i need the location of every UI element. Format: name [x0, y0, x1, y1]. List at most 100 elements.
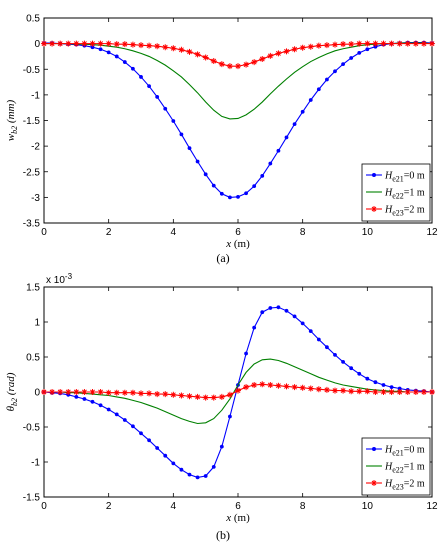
data-point	[41, 389, 47, 395]
y-tick-label: 0.5	[26, 14, 40, 25]
data-point	[155, 95, 160, 99]
legend-marker	[371, 480, 377, 486]
data-point	[74, 395, 79, 399]
data-point	[316, 87, 321, 92]
data-point	[105, 40, 112, 47]
data-point	[228, 414, 232, 419]
data-point	[211, 465, 216, 469]
data-point	[316, 337, 321, 342]
data-point	[121, 41, 128, 48]
data-point	[170, 45, 177, 52]
data-point	[349, 56, 354, 60]
legend-entry-label: He23=2 m	[384, 479, 425, 492]
data-point	[81, 389, 88, 395]
data-point	[404, 40, 411, 47]
data-point	[243, 61, 250, 68]
data-point	[348, 41, 355, 48]
data-point	[388, 40, 395, 47]
data-point	[179, 132, 184, 137]
data-point	[357, 50, 362, 55]
data-point	[283, 383, 290, 390]
data-point	[252, 184, 257, 189]
data-point	[163, 106, 168, 111]
data-point	[283, 48, 290, 55]
data-point	[106, 407, 111, 412]
data-point	[349, 366, 354, 371]
data-point	[194, 51, 201, 58]
data-point	[292, 314, 297, 319]
data-point	[129, 41, 136, 48]
y-tick-label: 1	[34, 318, 40, 329]
data-point	[163, 453, 168, 458]
data-point	[308, 329, 313, 333]
x-tick-label: 0	[41, 501, 47, 512]
data-point	[251, 382, 258, 388]
data-point	[113, 41, 120, 48]
y-axis-label: wb2 (mm)	[5, 100, 19, 142]
data-point	[202, 54, 209, 61]
data-point	[357, 371, 362, 376]
data-point	[105, 389, 112, 396]
data-point	[194, 393, 201, 400]
x-tick-label: 0	[41, 227, 47, 238]
data-point	[284, 135, 289, 140]
data-point	[178, 392, 185, 399]
data-point	[203, 172, 208, 177]
data-point	[300, 109, 305, 114]
data-point	[147, 438, 151, 443]
data-point	[323, 42, 330, 49]
data-point	[170, 391, 177, 398]
data-point	[139, 75, 143, 79]
data-point	[81, 40, 88, 47]
data-point	[291, 384, 298, 391]
data-point	[267, 52, 274, 59]
x-tick-label: 4	[171, 501, 177, 512]
legend-marker	[372, 173, 376, 177]
data-point	[341, 62, 345, 67]
data-point	[315, 386, 322, 393]
data-point	[275, 50, 282, 57]
data-point	[49, 40, 56, 47]
data-point	[210, 58, 217, 65]
data-point	[373, 44, 378, 49]
data-point	[275, 382, 282, 389]
data-point	[372, 389, 379, 395]
data-point	[333, 353, 337, 357]
data-point	[364, 388, 371, 395]
data-point	[284, 308, 289, 313]
data-point	[171, 119, 176, 123]
data-point	[380, 40, 387, 47]
data-point	[218, 393, 225, 400]
data-point	[219, 444, 224, 449]
data-point	[57, 40, 64, 47]
data-point	[389, 385, 394, 389]
x-tick-label: 12	[426, 501, 438, 512]
data-point	[73, 40, 80, 47]
y-tick-label: -1.5	[23, 493, 41, 504]
data-point	[218, 61, 225, 68]
x-tick-label: 10	[362, 227, 374, 238]
legend: He21=0 m He22=1 m He23=2 m	[361, 437, 431, 496]
y-tick-label: -3	[31, 193, 40, 204]
data-point	[243, 384, 250, 391]
x-tick-label: 6	[235, 227, 241, 238]
data-point	[244, 351, 248, 356]
y-tick-label: 0.5	[26, 353, 40, 364]
data-point	[82, 397, 87, 401]
data-point	[356, 40, 363, 47]
data-point	[49, 389, 56, 395]
series-e23	[41, 381, 435, 401]
data-point	[308, 98, 313, 102]
x-tick-label: 6	[235, 501, 241, 512]
x-tick-label: 2	[106, 227, 112, 238]
data-point	[412, 40, 419, 47]
data-point	[131, 424, 135, 429]
legend: He21=0 m He22=1 m He23=2 m	[361, 163, 431, 222]
x-axis-label: x (m)	[225, 238, 250, 250]
y-tick-label: 0	[34, 388, 40, 399]
data-point	[323, 386, 330, 393]
x-tick-label: 8	[300, 227, 306, 238]
data-point	[122, 60, 127, 64]
data-point	[276, 148, 281, 153]
data-point	[162, 44, 169, 51]
